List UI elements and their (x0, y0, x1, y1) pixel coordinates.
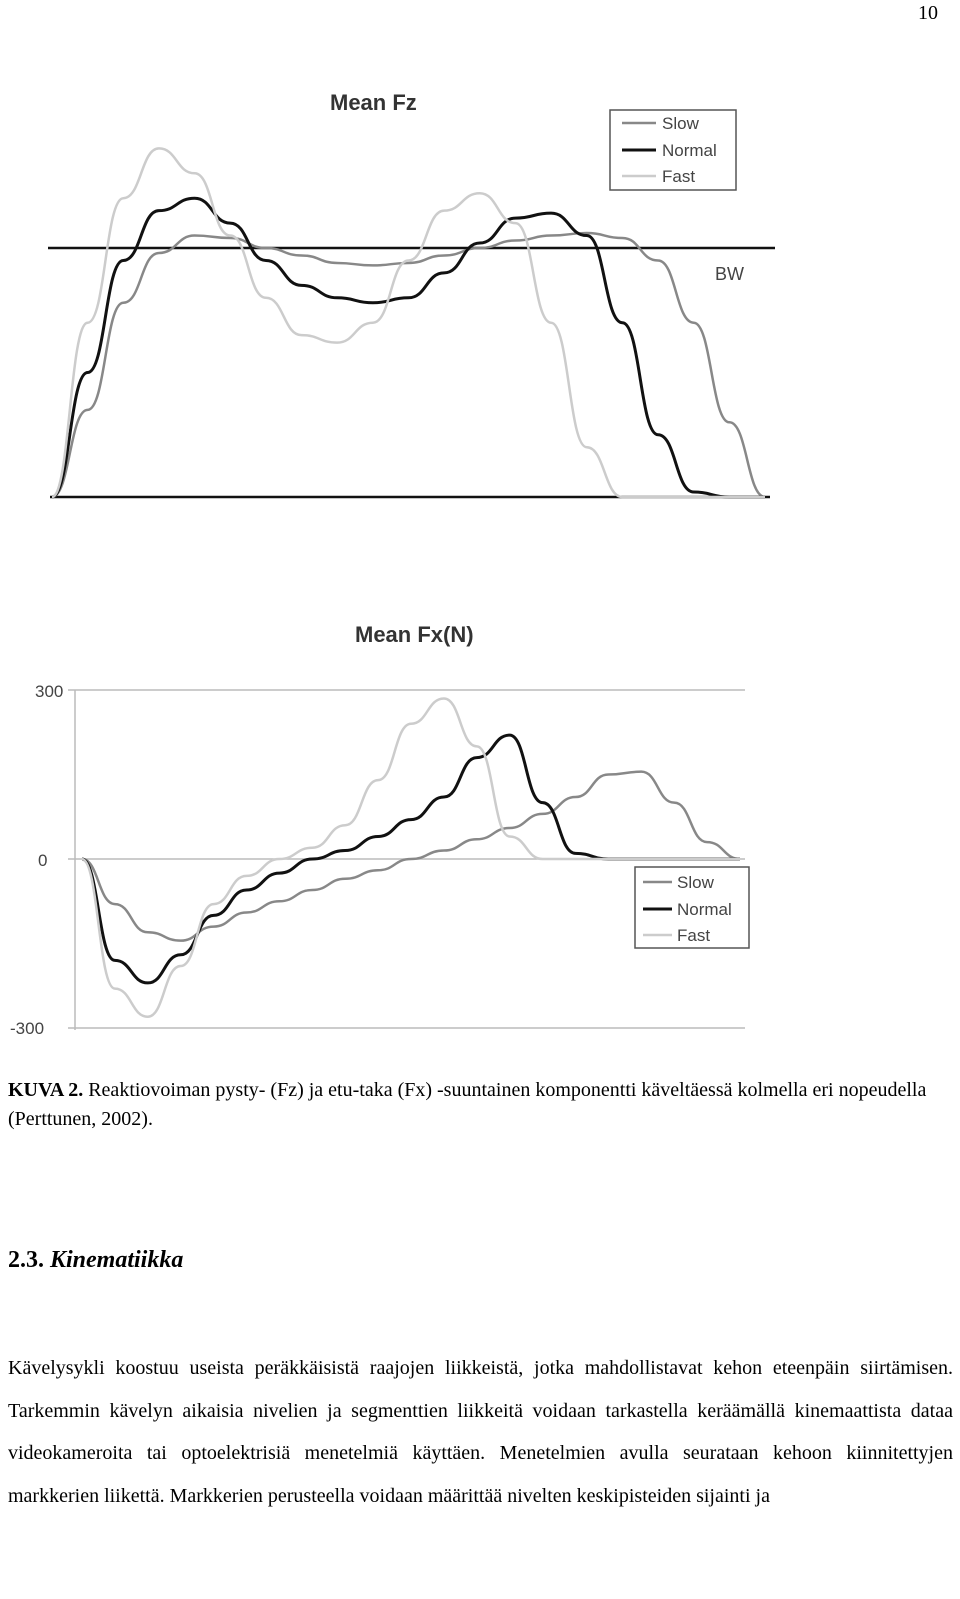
figure-caption: KUVA 2. Reaktiovoiman pysty- (Fz) ja etu… (8, 1076, 948, 1134)
legend-label-fast: Fast (677, 926, 710, 945)
legend-label-normal: Normal (677, 900, 732, 919)
chart-title: Mean Fz (330, 90, 417, 115)
series-line-slow (51, 231, 766, 499)
series-lines (81, 697, 741, 1018)
legend: Slow Normal Fast (609, 109, 737, 191)
chart-mean-fx: Mean Fx(N) 300 0 -300 Slow Normal Fast (0, 600, 960, 1050)
chart-mean-fz-svg: Mean Fz BW Slow Normal Fast (48, 90, 775, 499)
body-paragraph: Kävelysykli koostuu useista peräkkäisist… (8, 1357, 953, 1507)
chart-mean-fx-svg: Mean Fx(N) 300 0 -300 Slow Normal Fast (10, 622, 750, 1038)
legend-label-slow: Slow (662, 114, 700, 133)
series-line-slow (81, 770, 741, 942)
section-heading: 2.3. Kinematiikka (8, 1247, 183, 1274)
legend: Slow Normal Fast (634, 866, 750, 949)
series-line-fast (51, 147, 765, 499)
legend-label-normal: Normal (662, 141, 717, 160)
series-line-fast (81, 697, 740, 1018)
chart-title: Mean Fx(N) (355, 622, 474, 647)
section-number: 2.3. (8, 1247, 44, 1273)
chart-mean-fz: Mean Fz BW Slow Normal Fast (0, 70, 960, 520)
bw-label: BW (715, 264, 744, 284)
page-number: 10 (918, 2, 938, 24)
series-line-normal (51, 196, 765, 499)
legend-label-fast: Fast (662, 167, 695, 186)
figure-label: KUVA 2. (8, 1079, 84, 1101)
section-title: Kinematiikka (50, 1247, 184, 1273)
y-tick-label: -300 (10, 1019, 44, 1038)
y-tick-label: 0 (38, 851, 47, 870)
caption-text: Reaktiovoiman pysty- (Fz) ja etu-taka (F… (8, 1079, 927, 1130)
y-tick-label: 300 (35, 682, 63, 701)
legend-label-slow: Slow (677, 873, 715, 892)
series-lines (51, 147, 766, 499)
